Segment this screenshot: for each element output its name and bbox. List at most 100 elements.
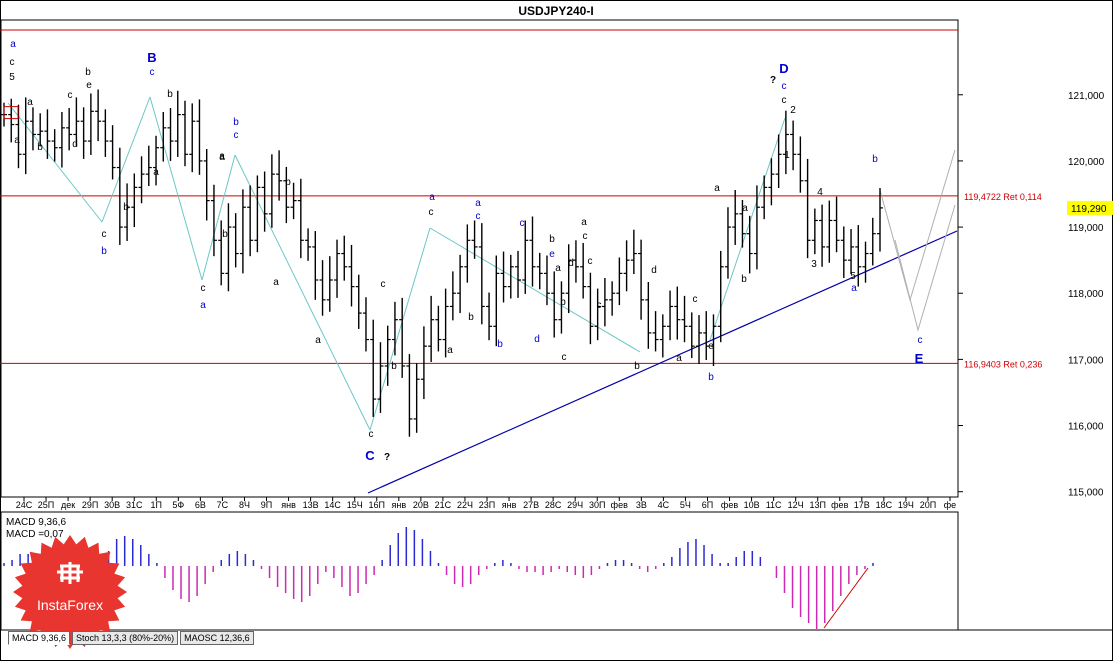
price-bar bbox=[659, 314, 666, 358]
wave-label: b bbox=[233, 117, 239, 128]
y-tick-label: 119,000 bbox=[1068, 223, 1104, 234]
wave-label: 5 bbox=[850, 271, 856, 282]
price-bar bbox=[181, 100, 188, 167]
wave-label: c bbox=[476, 211, 481, 222]
time-axis: 24C 25П дек 29П 30В 31С 1П 5Ф 6В 7С 8Ч 9П янв 13В 14С 1… bbox=[16, 497, 956, 510]
price-bar bbox=[464, 224, 471, 283]
wave-label: a bbox=[676, 353, 682, 364]
price-bar bbox=[312, 231, 319, 300]
wave-label: c bbox=[693, 294, 698, 305]
x-tick-label: 27В bbox=[523, 500, 539, 510]
wave-label: c bbox=[918, 335, 923, 346]
wave-connector bbox=[709, 117, 786, 341]
price-bar bbox=[717, 250, 724, 343]
wave-label: b bbox=[85, 67, 91, 78]
x-tick-label: 31С bbox=[126, 500, 143, 510]
price-bar bbox=[471, 220, 478, 259]
wave-label: c bbox=[597, 300, 602, 311]
price-bar bbox=[746, 215, 753, 274]
price-bar bbox=[609, 281, 616, 316]
price-bar bbox=[305, 228, 312, 261]
x-tick-label: 12Ч bbox=[788, 500, 804, 510]
price-bar bbox=[167, 108, 174, 161]
price-bar bbox=[218, 220, 225, 286]
macd-histogram bbox=[3, 527, 874, 629]
tab-stoch[interactable]: Stoch 13,3,3 (80%-20%) bbox=[72, 631, 179, 645]
wave-label: c bbox=[782, 81, 787, 92]
price-bar bbox=[355, 274, 362, 329]
price-bar bbox=[435, 305, 442, 352]
wave-label: b bbox=[167, 89, 173, 100]
price-bar bbox=[478, 223, 485, 325]
price-bar bbox=[66, 108, 73, 151]
wave-label: c bbox=[588, 256, 593, 267]
price-bar bbox=[862, 241, 869, 283]
price-bar bbox=[811, 208, 818, 255]
price-bar bbox=[116, 147, 123, 245]
wave-connector bbox=[149, 96, 203, 281]
price-bar bbox=[174, 90, 181, 157]
price-bar bbox=[580, 242, 587, 299]
wave-label: a bbox=[27, 97, 33, 108]
price-bar bbox=[652, 311, 659, 352]
wave-label: D bbox=[779, 61, 788, 76]
macd-value-label: MACD =0,07 bbox=[6, 529, 64, 540]
price-bar bbox=[102, 109, 109, 157]
y-tick-label: 116,000 bbox=[1068, 422, 1104, 433]
x-tick-label: 30В bbox=[104, 500, 120, 510]
x-tick-label: янв bbox=[281, 500, 296, 510]
x-tick-label: 29П bbox=[82, 500, 98, 510]
indicator-tabs: MACD 9,36,6 Stoch 13,3,3 (80%-20%) MAOSC… bbox=[8, 631, 254, 645]
x-tick-label: фе bbox=[944, 500, 956, 510]
price-bar bbox=[377, 342, 384, 413]
price-bar bbox=[877, 188, 883, 252]
wave-label: 2 bbox=[790, 105, 796, 116]
price-bar bbox=[283, 166, 290, 224]
x-tick-label: 20В bbox=[413, 500, 429, 510]
price-bar bbox=[529, 216, 536, 287]
tab-maosc[interactable]: MAOSC 12,36,6 bbox=[180, 631, 254, 645]
price-bar bbox=[558, 281, 565, 334]
logo-emblem-icon bbox=[57, 562, 83, 584]
wave-label: a bbox=[429, 192, 435, 203]
wave-label: a bbox=[219, 151, 225, 162]
price-bar bbox=[616, 257, 623, 306]
wave-label: c bbox=[782, 95, 787, 106]
x-tick-label: 18С bbox=[876, 500, 893, 510]
instaforex-logo: InstaForex bbox=[13, 535, 127, 649]
wave-label: 1 bbox=[784, 150, 790, 161]
price-bar bbox=[703, 311, 710, 361]
price-bar bbox=[493, 255, 500, 347]
price-bar bbox=[826, 200, 833, 263]
wave-label: b bbox=[634, 361, 640, 372]
retracement-label: 116,9403 Ret 0,236 bbox=[964, 359, 1042, 369]
wave-label: b bbox=[101, 246, 107, 257]
macd-divergence-line bbox=[823, 567, 869, 629]
price-bar bbox=[276, 150, 283, 201]
wave-connector bbox=[7, 102, 103, 223]
wave-label: c bbox=[201, 283, 206, 294]
x-tick-label: 6В bbox=[195, 500, 206, 510]
price-bar bbox=[225, 203, 232, 292]
price-bar bbox=[189, 103, 196, 173]
price-bar bbox=[688, 312, 695, 359]
price-bar bbox=[449, 271, 456, 321]
wave-label: b bbox=[497, 339, 503, 350]
price-bar bbox=[536, 252, 543, 290]
x-tick-label: 29Ч bbox=[567, 500, 583, 510]
y-tick-label: 115,000 bbox=[1068, 488, 1104, 499]
tab-macd[interactable]: MACD 9,36,6 bbox=[8, 631, 71, 645]
price-bar bbox=[753, 185, 760, 270]
price-bar bbox=[8, 98, 15, 143]
wave-label: b bbox=[391, 361, 397, 372]
wave-label: e bbox=[86, 80, 92, 91]
price-bar bbox=[37, 113, 44, 147]
wave-label: d bbox=[651, 265, 657, 276]
price-bar bbox=[428, 295, 435, 363]
price-bar bbox=[457, 254, 464, 314]
wave-label: E bbox=[915, 351, 924, 366]
x-tick-label: янв bbox=[391, 500, 406, 510]
y-tick-label: 118,000 bbox=[1068, 289, 1104, 300]
price-bar bbox=[507, 254, 514, 299]
